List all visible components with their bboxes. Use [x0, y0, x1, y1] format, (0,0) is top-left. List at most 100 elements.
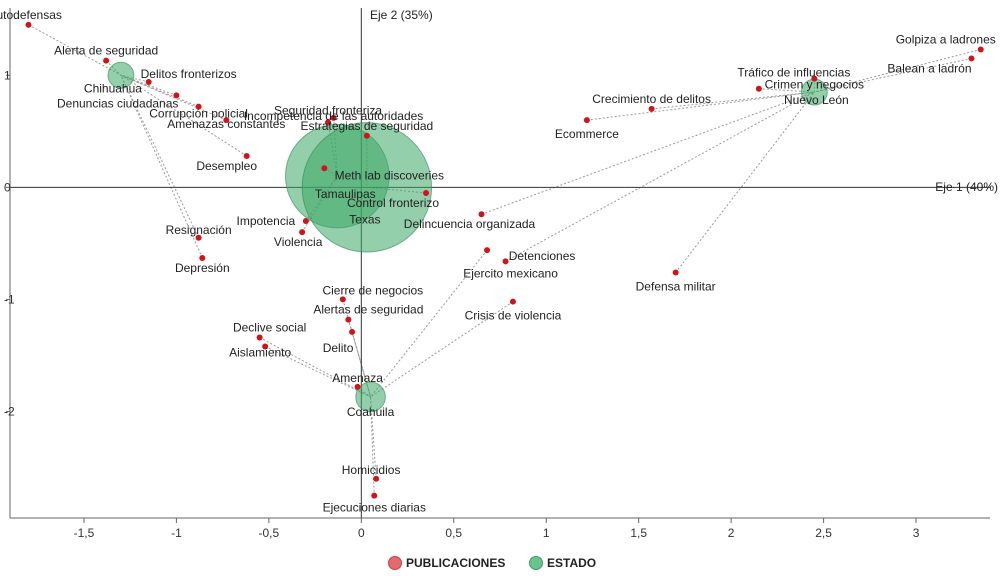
publicacion-label-corrupcion-policial: Corrupción policial: [149, 107, 248, 121]
link-line: [370, 301, 514, 398]
publicacion-label-desempleo: Desempleo: [196, 159, 257, 173]
publicacion-label-ejercito-mexicano: Ejercito mexicano: [463, 266, 558, 280]
publicacion-label-aislamiento: Aislamiento: [229, 346, 291, 360]
publicacion-point-ejecuciones-diarias: [371, 492, 378, 499]
legend-publicaciones-swatch: [388, 556, 402, 570]
publicacion-label-ejecuciones-diarias: Ejecuciones diarias: [323, 501, 426, 515]
publicacion-point-incompetencia-de-las-autoridades: [330, 114, 337, 121]
publicacion-point-alertas-de-seguridad: [345, 316, 352, 323]
x-tick-label: 3: [913, 526, 920, 540]
x-tick-label: 2: [728, 526, 735, 540]
publicacion-point-autodefensas: [25, 21, 32, 28]
publicacion-label-golpiza-a-ladrones: Golpiza a ladrones: [896, 32, 996, 46]
publicacion-label-crisis-de-violencia: Crisis de violencia: [465, 309, 562, 323]
publicacion-point-depresion: [199, 254, 206, 261]
publicacion-point-detenciones: [484, 247, 491, 254]
publicacion-point-defensa-militar: [672, 269, 679, 276]
publicacion-point-ejercito-mexicano: [502, 258, 509, 265]
publicacion-label-control-fronterizo: Control fronterizo: [347, 196, 439, 210]
publicacion-point-impotencia: [302, 217, 309, 224]
publicacion-point-resignacion: [195, 234, 202, 241]
link-line: [370, 249, 488, 398]
legend: PUBLICACIONES ESTADO: [388, 556, 596, 570]
link-line: [814, 48, 981, 93]
publicacion-point-corrupcion-policial: [195, 103, 202, 110]
publicacion-label-ecommerce: Ecommerce: [555, 127, 619, 141]
link-line: [651, 91, 815, 110]
publicacion-point-delitos-fronterizos: [145, 78, 152, 85]
publicacion-point-delito: [349, 328, 356, 335]
x-tick-label: -0,5: [259, 526, 280, 540]
publicacion-label-amenazas-constantes: Amenazas constantes: [167, 117, 285, 131]
x-tick-label: 0,5: [445, 526, 462, 540]
publicacion-label-defensa-militar: Defensa militar: [636, 280, 716, 294]
publicacion-label-detenciones: Detenciones: [509, 249, 576, 263]
publicacion-label-amenaza: Amenaza: [332, 371, 383, 385]
publicacion-point-amenazas-constantes: [223, 117, 230, 124]
publicacion-label-declive-social: Declive social: [233, 321, 306, 335]
publicacion-label-depresion: Depresión: [175, 261, 230, 275]
link-line: [259, 337, 371, 398]
publicacion-point-homicidios: [373, 475, 380, 482]
x-axis-label: Eje 1 (40%): [935, 180, 998, 194]
publicacion-label-delitos-fronterizos: Delitos fronterizos: [141, 67, 237, 81]
point-labels: Autodefensas Alerta de seguridad Delitos f…: [0, 8, 996, 515]
publicacion-label-estrategias-de-seguridad: Estrategias de seguridad: [300, 119, 433, 133]
publicacion-point-cierre-de-negocios: [339, 296, 346, 303]
publicacion-point-crimen-y-negocios: [811, 75, 818, 82]
link-line: [120, 75, 203, 259]
estado-point-coahuila: [355, 381, 386, 413]
publicacion-label-impotencia: Impotencia: [236, 214, 295, 228]
x-tick-label: 1,5: [630, 526, 647, 540]
publicacion-label-alertas-de-seguridad: Alertas de seguridad: [313, 303, 423, 317]
publicacion-label-cierre-de-negocios: Cierre de negocios: [322, 283, 423, 297]
publicacion-point-balean-a-ladron: [968, 55, 975, 62]
publicacion-point-alerta-de-seguridad: [103, 57, 110, 64]
link-line: [120, 74, 227, 121]
link-line: [342, 299, 372, 398]
estado-label-chihuahua: Chihuahua: [84, 81, 142, 95]
publicacion-label-delito: Delito: [323, 341, 354, 355]
publicacion-label-seguridad-fronteriza: Seguridad fronteriza: [274, 103, 382, 117]
publicacion-label-incompetencia-de-las-autoridades: Incompetencia de las autoridades: [244, 109, 423, 123]
legend-estado-swatch: [529, 556, 543, 570]
publicacion-point-meth-lab-discoveries: [321, 165, 328, 172]
estado-label-coahuila: Coahuila: [347, 405, 395, 419]
publicacion-label-violencia: Violencia: [274, 235, 323, 249]
publicacion-point-ecommerce: [583, 117, 590, 124]
link-line: [120, 74, 149, 83]
publicacion-label-denuncias-ciudadanas: Denuncias ciudadanas: [57, 96, 178, 110]
publicacion-point-violencia: [299, 229, 306, 236]
x-tick-label: 2,5: [815, 526, 832, 540]
link-line: [758, 88, 815, 93]
publicacion-label-delincuencia-organizada: Delincuencia organizada: [404, 217, 536, 231]
y-tick-label: 0: [4, 180, 11, 194]
publicacion-label-crecimiento-de-delitos: Crecimiento de delitos: [592, 92, 711, 106]
publicacion-label-alerta-de-seguridad: Alerta de seguridad: [54, 44, 158, 58]
publicacion-point-control-fronterizo: [423, 189, 430, 196]
link-line: [675, 91, 815, 273]
publicacion-label-meth-lab-discoveries: Meth lab discoveries: [335, 168, 444, 182]
publicacion-label-balean-a-ladron: Balean a ladrón: [887, 61, 971, 75]
link-line: [120, 74, 247, 157]
publicacion-point-declive-social: [256, 334, 263, 341]
link-line: [481, 91, 815, 215]
publicacion-label-homicidios: Homicidios: [342, 463, 401, 477]
y-tick-label: -1: [4, 292, 15, 306]
publicacion-point-crecimiento-de-delitos: [648, 105, 655, 112]
estado-label-nuevo-leon: Nuevo León: [784, 93, 849, 107]
axes: -1,5 -1 -0,5 0 0,5 1 1,5 2 2,5 3 1 0 -1 -2: [4, 8, 990, 540]
estado-points: [107, 61, 828, 413]
estado-point-texas: [301, 122, 433, 253]
y-tick-label: -2: [4, 405, 15, 419]
link-line: [264, 346, 371, 398]
legend-publicaciones-label: PUBLICACIONES: [406, 556, 505, 570]
publicacion-point-crisis-de-violencia: [509, 298, 516, 305]
estado-point-chihuahua: [107, 61, 135, 89]
y-tick-label: 1: [4, 68, 11, 82]
publicacion-point-seguridad-fronteriza: [325, 119, 332, 126]
link-line: [505, 91, 815, 262]
publicacion-point-golpiza-a-ladrones: [977, 46, 984, 53]
publicacion-label-crimen-y-negocios: Crimen y negocios: [765, 78, 864, 92]
